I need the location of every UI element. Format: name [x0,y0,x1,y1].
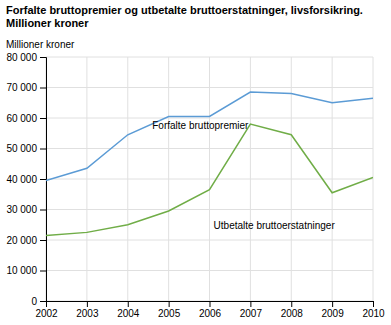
tick-label: 0 [31,296,37,307]
tick-label: 2010 [362,308,385,319]
chart-svg: Forfalte bruttopremier og utbetalte brut… [0,0,391,325]
tick-label: 2006 [199,308,222,319]
series-line [46,124,373,235]
tick-label: 2003 [76,308,99,319]
grid-line-x [250,57,251,301]
tick-label: 2004 [117,308,140,319]
tick: 2004 [117,301,140,319]
tick: 2010 [362,301,385,319]
axis-line [47,302,374,308]
tick: 10 000 [6,265,46,276]
grid-line-x [373,57,374,301]
tick-label: 2007 [240,308,263,319]
tick-mark [40,271,46,272]
tick-mark [40,301,46,302]
tick: 2006 [199,301,222,319]
annotation: Forfalte bruttopremier [152,120,249,131]
tick: 70 000 [6,82,46,93]
grid [46,57,373,301]
grid-line-x [86,57,87,301]
tick: 2008 [281,301,304,319]
tick-label: 2009 [322,308,345,319]
annotation: Utbetalte bruttoerstatninger [214,220,336,231]
plot: 2002 2003 2004 2005 2006 2007 2008 2009 2010 0 10 … [6,52,385,319]
x-axis: 2002 2003 2004 2005 2006 2007 2008 2009 2010 [35,301,385,319]
tick-mark [128,301,129,307]
tick: 2009 [322,301,345,319]
tick-mark [210,301,211,307]
series-group [46,92,373,235]
title-line: Forfalte bruttopremier og utbetalte brut… [6,4,363,16]
tick: 2007 [240,301,263,319]
axis-line [40,58,47,302]
tick: 60 000 [6,113,46,124]
series-line [46,92,373,180]
tick-mark [40,118,46,119]
tick-label: 2008 [281,308,304,319]
tick-label: 80 000 [6,52,37,63]
tick-label: 70 000 [6,82,37,93]
tick: 30 000 [6,204,46,215]
tick-mark [373,301,374,307]
tick-mark [40,149,46,150]
tick-label: 2002 [35,308,58,319]
grid-line-x [209,57,210,301]
tick-label: 10 000 [6,265,37,276]
title: Forfalte bruttopremier og utbetalte brut… [6,4,363,29]
tick: 2005 [158,301,181,319]
grid-line-x [168,57,169,301]
tick: 2003 [76,301,99,319]
tick-label: 20 000 [6,235,37,246]
tick-mark [40,240,46,241]
y-axis: 0 10 000 20 000 30 000 40 000 50 000 60 000 70 … [6,52,46,307]
grid-line-x [127,57,128,301]
tick-label: 50 000 [6,143,37,154]
tick-mark [40,88,46,89]
tick-mark [332,301,333,307]
tick-mark [40,179,46,180]
tick-label: 60 000 [6,113,37,124]
tick: 0 [31,296,46,307]
tick-mark [291,301,292,307]
annotations: Forfalte bruttopremier Utbetalte bruttoer… [152,120,335,232]
tick-label: 2005 [158,308,181,319]
tick-mark [40,210,46,211]
tick-mark [40,57,46,58]
chart-container: Forfalte bruttopremier og utbetalte brut… [0,0,391,325]
tick-mark [87,301,88,307]
tick: 80 000 [6,52,46,63]
grid-line-x [332,57,333,301]
tick: 50 000 [6,143,46,154]
tick: 40 000 [6,174,46,185]
tick: 2002 [35,301,58,319]
tick-mark [169,301,170,307]
subtitle: Millioner kroner [6,17,89,29]
y-axis-label: Millioner kroner [6,39,75,50]
tick-mark [250,301,251,307]
tick-label: 30 000 [6,204,37,215]
tick: 20 000 [6,235,46,246]
tick-label: 40 000 [6,174,37,185]
